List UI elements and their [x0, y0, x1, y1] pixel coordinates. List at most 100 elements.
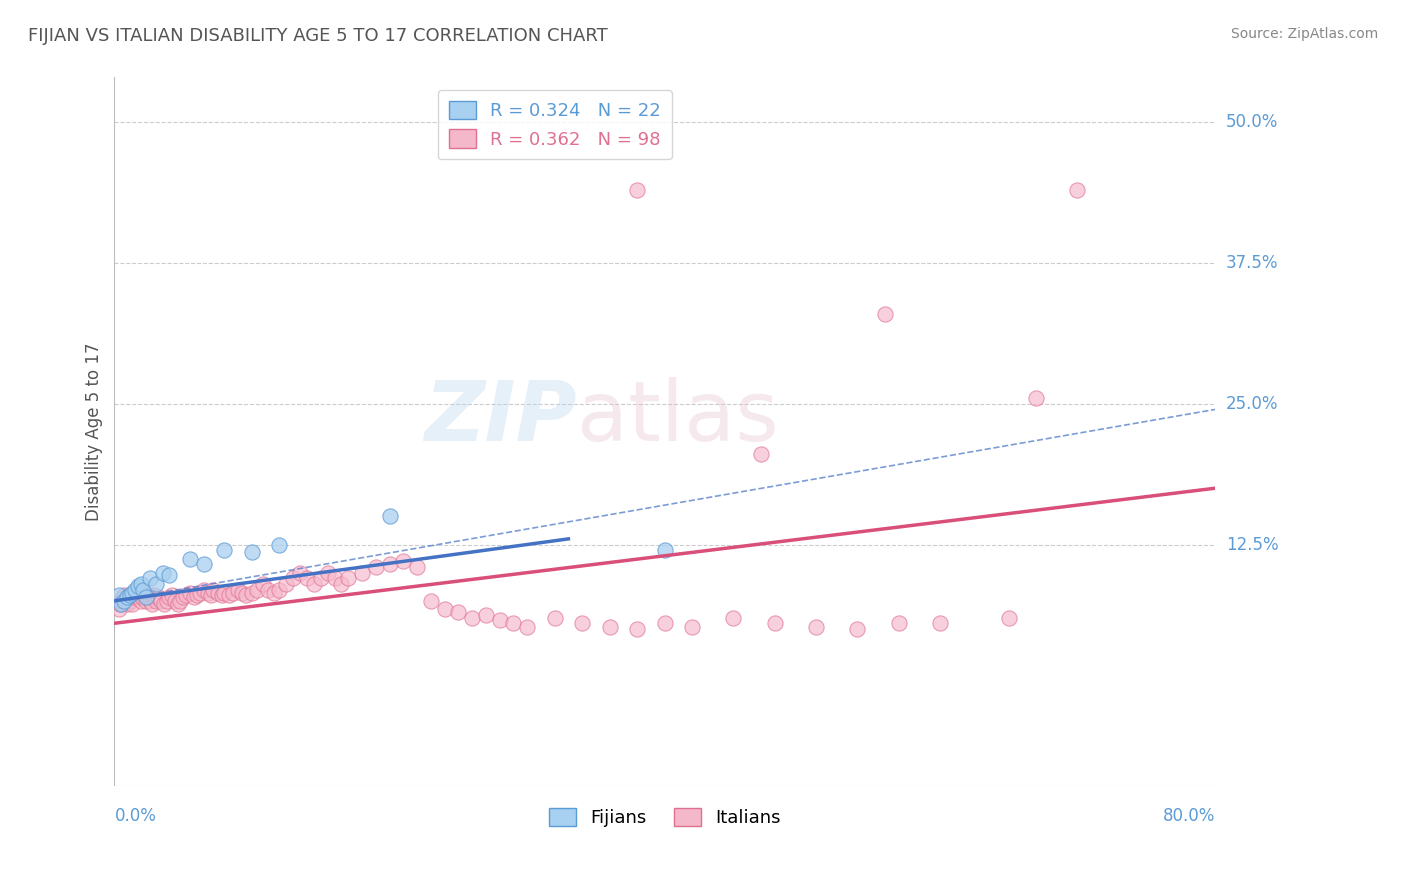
Point — [139, 571, 162, 585]
Point — [124, 588, 146, 602]
Point — [378, 557, 401, 571]
Point — [804, 620, 827, 634]
Point — [138, 588, 160, 602]
Point — [543, 610, 565, 624]
Point — [406, 560, 429, 574]
Point — [235, 588, 257, 602]
Point — [1025, 391, 1047, 405]
Point — [447, 605, 470, 619]
Point — [419, 594, 441, 608]
Point — [283, 571, 305, 585]
Point — [654, 543, 676, 558]
Point — [142, 591, 165, 605]
Point — [118, 588, 141, 602]
Point — [392, 554, 415, 568]
Point — [120, 594, 142, 608]
Point — [330, 577, 353, 591]
Point — [488, 613, 510, 627]
Point — [193, 582, 215, 597]
Text: ZIP: ZIP — [425, 377, 576, 458]
Y-axis label: Disability Age 5 to 17: Disability Age 5 to 17 — [86, 343, 103, 521]
Point — [172, 591, 194, 605]
Point — [124, 582, 146, 597]
Point — [207, 586, 229, 600]
Point — [197, 586, 219, 600]
Point — [1066, 183, 1088, 197]
Point — [174, 588, 197, 602]
Point — [323, 571, 346, 585]
Point — [433, 601, 456, 615]
Point — [502, 616, 524, 631]
Point — [997, 610, 1019, 624]
Point — [214, 543, 236, 558]
Text: 80.0%: 80.0% — [1163, 806, 1215, 825]
Point — [152, 566, 174, 580]
Point — [240, 545, 263, 559]
Point — [626, 622, 648, 636]
Point — [112, 588, 135, 602]
Point — [117, 591, 139, 605]
Point — [128, 588, 150, 602]
Point — [276, 577, 298, 591]
Point — [654, 616, 676, 631]
Point — [148, 591, 170, 605]
Point — [350, 566, 373, 580]
Text: 12.5%: 12.5% — [1226, 535, 1278, 554]
Point — [143, 588, 166, 602]
Point — [218, 588, 240, 602]
Point — [302, 577, 325, 591]
Point — [269, 537, 291, 551]
Point — [571, 616, 593, 631]
Point — [160, 588, 183, 602]
Point — [163, 594, 186, 608]
Point — [132, 582, 155, 597]
Point — [516, 620, 538, 634]
Point — [139, 594, 162, 608]
Text: 50.0%: 50.0% — [1226, 113, 1278, 131]
Point — [337, 571, 360, 585]
Point — [156, 594, 179, 608]
Text: atlas: atlas — [576, 377, 779, 458]
Point — [112, 594, 135, 608]
Point — [108, 597, 131, 611]
Point — [263, 586, 285, 600]
Point — [269, 582, 291, 597]
Point — [873, 307, 896, 321]
Point — [115, 591, 138, 605]
Point — [295, 571, 318, 585]
Point — [222, 586, 245, 600]
Point — [129, 577, 152, 591]
Point — [599, 620, 621, 634]
Point — [122, 591, 145, 605]
Point — [231, 586, 253, 600]
Point — [364, 560, 387, 574]
Point — [309, 571, 332, 585]
Point — [928, 616, 950, 631]
Point — [378, 509, 401, 524]
Point — [475, 608, 498, 623]
Point — [749, 447, 772, 461]
Text: Source: ZipAtlas.com: Source: ZipAtlas.com — [1230, 27, 1378, 41]
Text: FIJIAN VS ITALIAN DISABILITY AGE 5 TO 17 CORRELATION CHART: FIJIAN VS ITALIAN DISABILITY AGE 5 TO 17… — [28, 27, 607, 45]
Point — [118, 588, 141, 602]
Point — [111, 591, 134, 605]
Point — [132, 586, 155, 600]
Point — [135, 594, 157, 608]
Legend: Fijians, Italians: Fijians, Italians — [541, 800, 787, 834]
Point — [186, 588, 208, 602]
Point — [145, 577, 167, 591]
Point — [110, 594, 132, 608]
Point — [179, 552, 201, 566]
Point — [257, 582, 280, 597]
Point — [316, 566, 339, 580]
Point — [136, 591, 159, 605]
Point — [134, 588, 156, 602]
Point — [131, 591, 153, 605]
Point — [723, 610, 745, 624]
Point — [288, 566, 311, 580]
Point — [115, 597, 138, 611]
Point — [226, 582, 249, 597]
Point — [846, 622, 869, 636]
Point — [887, 616, 910, 631]
Point — [193, 557, 215, 571]
